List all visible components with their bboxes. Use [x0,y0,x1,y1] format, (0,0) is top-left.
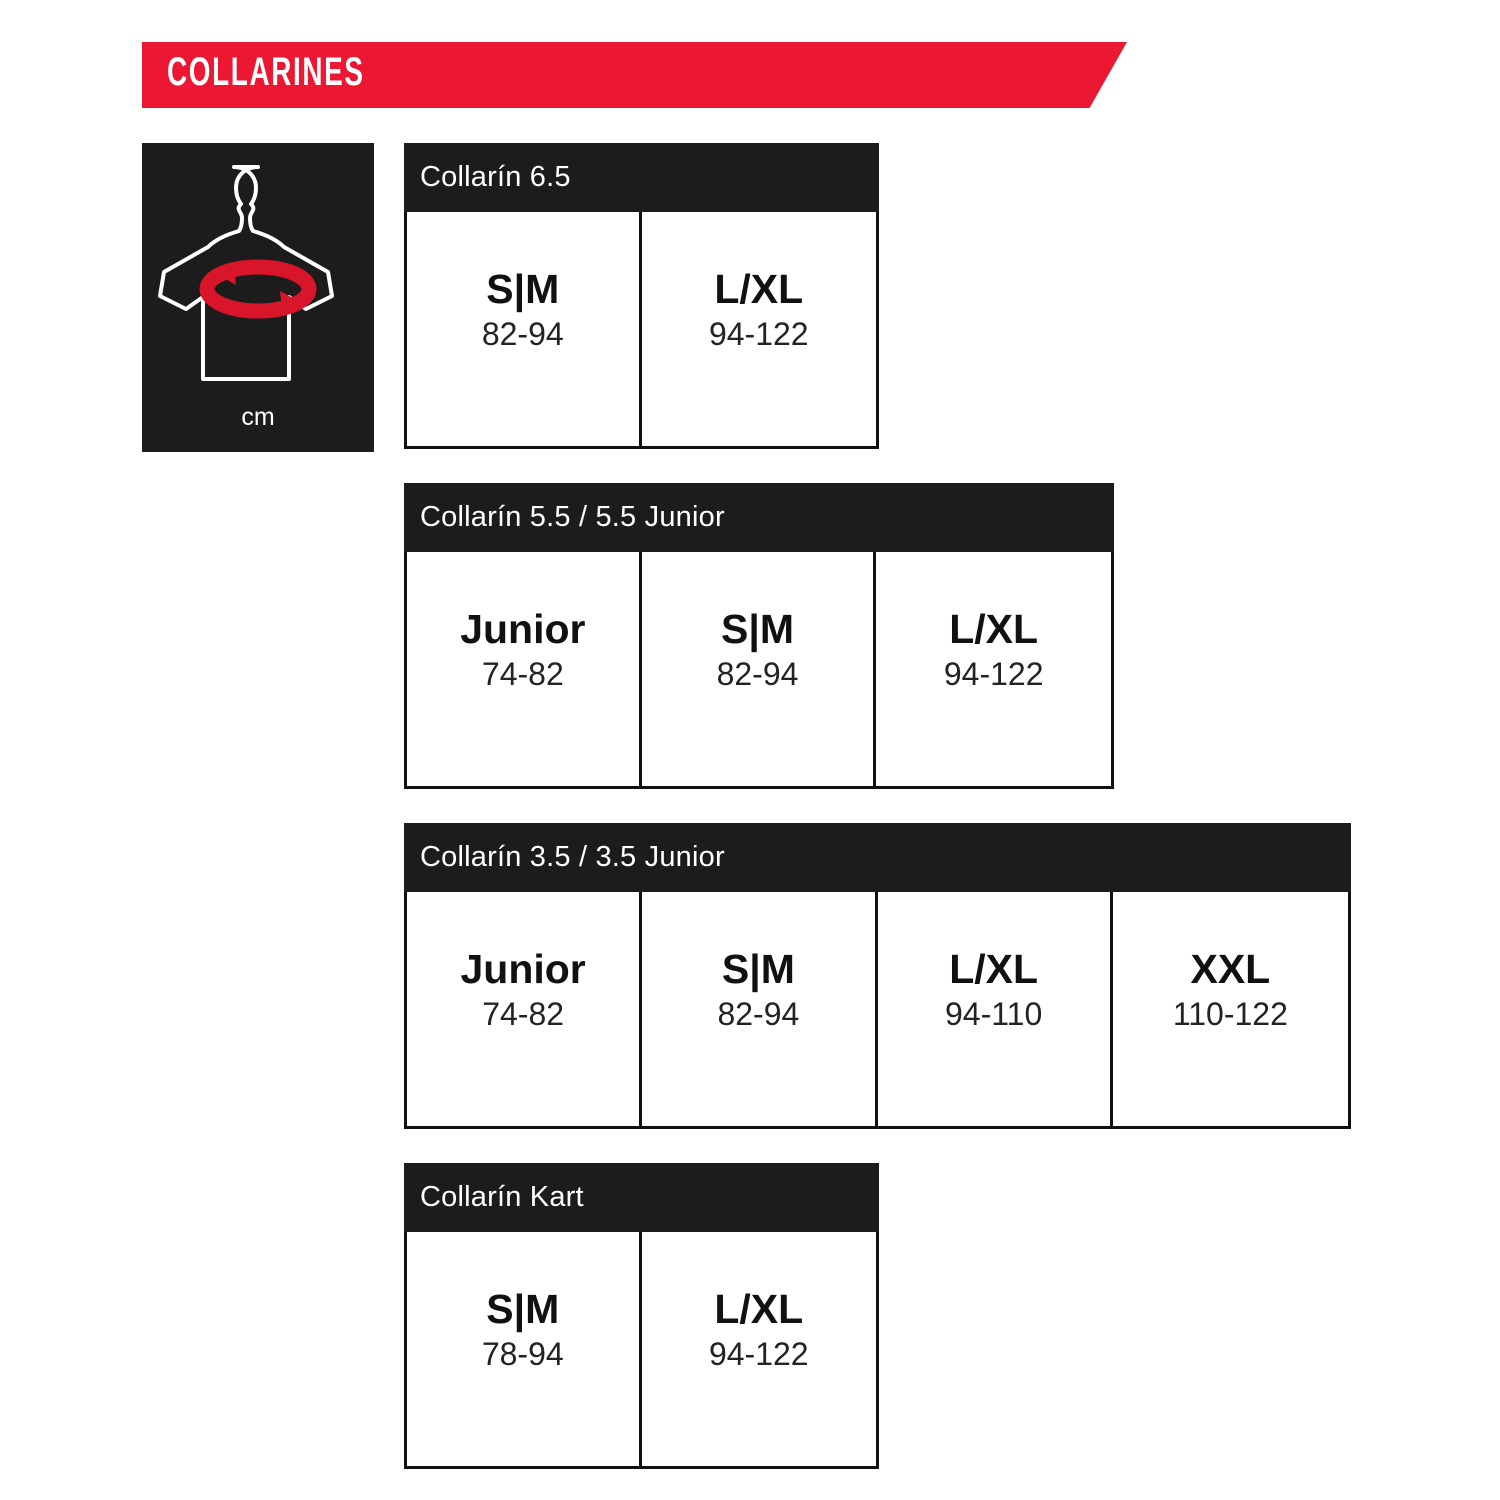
page-title: COLLARINES [167,49,365,95]
size-label: XXL [1190,945,1271,992]
size-cell[interactable]: S|M 82-94 [642,892,878,1126]
table-title: Collarín Kart [404,1163,879,1232]
table-title: Collarín 6.5 [404,143,879,212]
size-cell[interactable]: S|M 78-94 [407,1232,642,1466]
table-title: Collarín 5.5 / 5.5 Junior [404,483,1114,552]
size-range: 82-94 [481,315,564,352]
torso-chest-measure-icon [158,165,334,381]
size-label: Junior [460,605,586,652]
size-range: 74-82 [481,655,564,692]
size-cell[interactable]: XXL 110-122 [1112,892,1348,1126]
size-label: L/XL [949,945,1039,992]
table-body: Junior 74-82 S|M 82-94 L/XL 94-122 [404,552,1114,789]
size-table-collarin-5-5: Collarín 5.5 / 5.5 Junior Junior 74-82 S… [404,483,1114,789]
size-range: 82-94 [716,655,799,692]
size-cell[interactable]: Junior 74-82 [407,892,643,1126]
table-title: Collarín 3.5 / 3.5 Junior [404,823,1351,892]
size-cell[interactable]: L/XL 94-122 [641,212,876,446]
size-label: L/XL [714,1285,804,1332]
size-label: S|M [721,945,795,992]
measurement-icon-panel: cm [142,143,374,452]
size-label: S|M [721,605,794,652]
size-range: 110-122 [1172,995,1288,1032]
size-cell[interactable]: L/XL 94-122 [876,552,1111,786]
size-cell[interactable]: S|M 82-94 [641,552,877,786]
size-range: 94-110 [944,995,1043,1032]
size-table-collarin-kart: Collarín Kart S|M 78-94 L/XL 94-122 [404,1163,879,1469]
size-range: 78-94 [481,1335,564,1372]
size-label: S|M [486,1285,560,1332]
size-range: 82-94 [717,995,800,1032]
size-range: 94-122 [708,1335,809,1372]
table-body: Junior 74-82 S|M 82-94 L/XL 94-110 XXL 1… [404,892,1351,1129]
banner-background-shape [142,42,1127,108]
size-cell[interactable]: L/XL 94-110 [877,892,1113,1126]
size-range: 94-122 [943,655,1044,692]
table-body: S|M 78-94 L/XL 94-122 [404,1232,879,1469]
size-cell[interactable]: Junior 74-82 [407,552,642,786]
size-table-collarin-3-5: Collarín 3.5 / 3.5 Junior Junior 74-82 S… [404,823,1351,1129]
size-label: Junior [460,945,586,992]
size-table-collarin-6-5: Collarín 6.5 S|M 82-94 L/XL 94-122 [404,143,879,449]
size-label: S|M [486,265,560,312]
size-label: L/XL [714,265,804,312]
size-label: L/XL [949,605,1039,652]
page-header-banner: COLLARINES [142,42,1127,108]
table-body: S|M 82-94 L/XL 94-122 [404,212,879,449]
size-range: 94-122 [708,315,809,352]
size-cell[interactable]: L/XL 94-122 [641,1232,876,1466]
size-range: 74-82 [482,995,565,1032]
size-cell[interactable]: S|M 82-94 [407,212,642,446]
unit-label: cm [241,403,275,431]
